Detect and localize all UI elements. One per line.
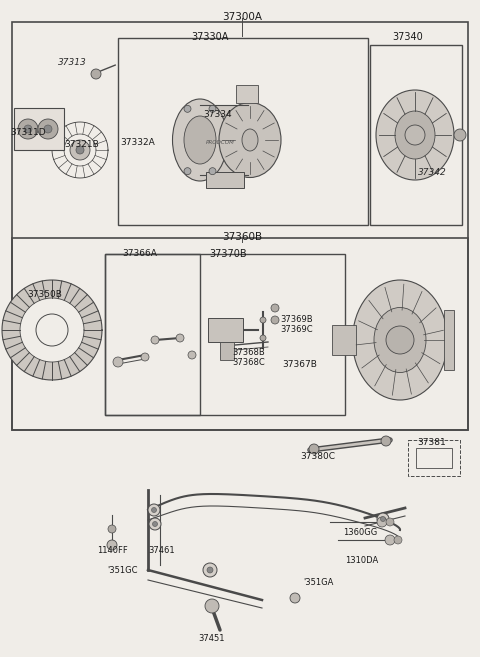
Ellipse shape <box>242 129 258 151</box>
Text: 37350B: 37350B <box>27 290 62 299</box>
Circle shape <box>454 129 466 141</box>
Text: 37381: 37381 <box>418 438 446 447</box>
Bar <box>14 108 64 150</box>
Bar <box>105 254 345 415</box>
Circle shape <box>377 517 387 527</box>
Circle shape <box>405 125 425 145</box>
Text: 37367B: 37367B <box>283 360 317 369</box>
Circle shape <box>18 119 38 139</box>
Circle shape <box>107 540 117 550</box>
Text: 37380C: 37380C <box>300 452 336 461</box>
Circle shape <box>24 125 32 133</box>
Bar <box>12 238 468 430</box>
Bar <box>370 45 462 225</box>
Circle shape <box>207 567 213 573</box>
Circle shape <box>76 146 84 154</box>
Text: 1360GG: 1360GG <box>343 528 377 537</box>
Circle shape <box>108 525 116 533</box>
Text: 37360B: 37360B <box>222 232 262 242</box>
Text: 37311D: 37311D <box>10 128 46 137</box>
Text: 37461: 37461 <box>149 546 175 555</box>
Text: 37451: 37451 <box>199 634 225 643</box>
Text: 37321B: 37321B <box>65 140 99 149</box>
Circle shape <box>152 507 156 512</box>
Bar <box>12 22 468 430</box>
Text: 37369B: 37369B <box>280 315 312 324</box>
Text: 37368B: 37368B <box>232 348 265 357</box>
Bar <box>332 325 356 355</box>
Bar <box>416 448 452 468</box>
Circle shape <box>151 336 159 344</box>
Text: 1140FF: 1140FF <box>96 546 127 555</box>
Circle shape <box>141 353 149 361</box>
Circle shape <box>113 357 123 367</box>
Text: 1310DA: 1310DA <box>346 556 379 565</box>
Bar <box>105 254 200 415</box>
Text: 37366A: 37366A <box>122 249 157 258</box>
Bar <box>118 38 368 225</box>
Circle shape <box>381 516 385 522</box>
Text: 37330A: 37330A <box>192 32 228 42</box>
Circle shape <box>184 168 191 175</box>
Bar <box>236 85 258 103</box>
Circle shape <box>209 168 216 175</box>
Ellipse shape <box>172 99 228 181</box>
Text: 37332A: 37332A <box>120 138 156 147</box>
Text: '351GA: '351GA <box>303 578 333 587</box>
Text: 37370B: 37370B <box>209 249 247 259</box>
Text: 37300A: 37300A <box>222 12 262 22</box>
Text: 37334: 37334 <box>204 110 232 119</box>
Bar <box>206 172 244 188</box>
Circle shape <box>385 535 395 545</box>
Circle shape <box>386 326 414 354</box>
Circle shape <box>205 599 219 613</box>
Circle shape <box>290 593 300 603</box>
Bar <box>200 105 255 175</box>
Circle shape <box>394 536 402 544</box>
Bar <box>408 440 460 476</box>
Text: 37340: 37340 <box>393 32 423 42</box>
Circle shape <box>386 518 394 526</box>
Ellipse shape <box>374 307 426 373</box>
Circle shape <box>176 334 184 342</box>
Text: 37342: 37342 <box>418 168 446 177</box>
Text: 37369C: 37369C <box>280 325 312 334</box>
Circle shape <box>184 105 191 112</box>
Bar <box>208 318 243 342</box>
Ellipse shape <box>376 90 454 180</box>
Ellipse shape <box>219 102 281 177</box>
Circle shape <box>309 444 319 454</box>
Circle shape <box>203 563 217 577</box>
Text: 37313: 37313 <box>58 58 86 67</box>
Ellipse shape <box>352 280 447 400</box>
Circle shape <box>381 436 391 446</box>
Circle shape <box>38 119 58 139</box>
Circle shape <box>209 105 216 112</box>
Circle shape <box>70 140 90 160</box>
Ellipse shape <box>184 116 216 164</box>
Circle shape <box>91 69 101 79</box>
Circle shape <box>271 316 279 324</box>
Ellipse shape <box>395 111 435 159</box>
Circle shape <box>271 304 279 312</box>
Circle shape <box>148 504 160 516</box>
Circle shape <box>260 317 266 323</box>
Text: '351GC: '351GC <box>107 566 137 575</box>
Circle shape <box>260 335 266 341</box>
Circle shape <box>153 522 157 526</box>
Bar <box>220 342 234 360</box>
Text: 37368C: 37368C <box>232 358 265 367</box>
Circle shape <box>377 513 389 525</box>
Circle shape <box>44 125 52 133</box>
Circle shape <box>188 351 196 359</box>
Bar <box>444 310 454 370</box>
Text: PRODCOM: PRODCOM <box>205 139 234 145</box>
Circle shape <box>36 314 68 346</box>
Circle shape <box>149 518 161 530</box>
